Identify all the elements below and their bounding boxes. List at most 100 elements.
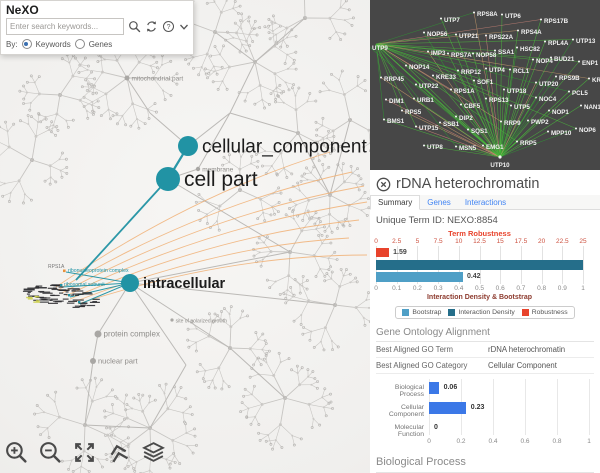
term-label[interactable]: membrane [202,167,233,174]
term-node[interactable] [94,330,102,338]
gene-label[interactable]: MSN5 [459,145,477,152]
gene-node[interactable] [579,104,583,107]
term-node[interactable] [195,166,201,172]
gene-node[interactable] [384,98,388,101]
term-node[interactable] [90,358,96,364]
gene-node[interactable] [484,67,488,70]
gene-interaction-network[interactable]: UTP9 UTP7 RPS8A UTP6 RPS17B NOP56 UTP21 RPS22A R… [370,0,600,170]
gene-node[interactable] [534,96,538,99]
gene-label[interactable]: DIP2 [459,115,473,122]
gene-node[interactable] [466,128,470,131]
gene-label[interactable]: RPS7A [451,52,472,59]
gene-node[interactable] [431,74,435,77]
gene-node[interactable] [446,52,450,55]
zoom-in-button[interactable] [4,440,29,465]
zoom-out-button[interactable] [38,440,63,465]
gene-node[interactable] [484,34,488,37]
gene-label[interactable]: UTP15 [419,125,439,132]
gene-label[interactable]: RPS22A [489,34,514,41]
gene-node[interactable] [571,38,575,41]
gene-label[interactable]: UTP22 [419,83,439,90]
gene-label[interactable]: PWP2 [531,119,549,126]
gene-node[interactable] [484,97,488,100]
search-icon[interactable] [128,20,141,33]
gene-label[interactable]: RCL1 [513,68,530,75]
term-label[interactable]: mitochondrial part [132,76,184,83]
gene-label[interactable]: NOP6 [579,127,596,134]
gene-label[interactable]: UTP8 [427,144,443,151]
gene-label[interactable]: IMP3 [431,50,446,57]
gene-label[interactable]: UTP21 [459,33,479,40]
gene-label[interactable]: CBF5 [464,103,481,110]
gene-label[interactable]: UTP10 [490,162,510,169]
gene-label[interactable]: SOF1 [477,79,494,86]
gene-label[interactable]: NOP4 [536,58,553,65]
gene-label[interactable]: RPS5 [405,109,422,116]
gene-label[interactable]: KRR1 [592,77,600,84]
gene-node[interactable] [546,130,550,133]
gene-node[interactable] [509,104,513,107]
gene-label[interactable]: NOP56 [427,31,448,38]
gene-node[interactable] [404,64,408,67]
gene-label[interactable]: RRP45 [384,76,405,83]
gene-label[interactable]: NOP14 [409,64,430,71]
gene-node[interactable] [516,29,520,32]
term-label[interactable]: nuclear part [98,357,139,366]
gene-node[interactable] [498,155,502,159]
gene-node[interactable] [439,17,443,20]
gene-node[interactable] [400,109,404,112]
gene-node[interactable] [554,75,558,78]
gene-node[interactable] [454,145,458,148]
collapse-button[interactable] [106,440,131,465]
gene-label[interactable]: RPS9B [559,75,580,82]
gene-label[interactable]: PCL5 [572,90,588,97]
gene-label[interactable]: NOP1 [552,109,569,116]
gene-node[interactable] [412,97,416,100]
gene-label[interactable]: UTP9 [372,45,388,52]
gene-node[interactable] [472,11,476,14]
gene-node[interactable] [567,90,571,93]
fit-to-screen-button[interactable] [72,440,97,465]
gene-label[interactable]: RPS4A [521,29,542,36]
gene-label[interactable]: RPS8A [477,11,498,18]
gene-label[interactable]: RRP12 [461,69,482,76]
tab-interactions[interactable]: Interactions [464,198,507,207]
term-node[interactable] [170,318,174,322]
term-node[interactable] [124,75,130,81]
gene-label[interactable]: BUD21 [554,56,575,63]
gene-label[interactable]: UTP18 [507,88,527,95]
gene-node[interactable] [508,68,512,71]
help-icon[interactable]: ? [162,20,175,33]
gene-label[interactable]: UTP7 [444,17,460,24]
gene-node[interactable] [531,58,535,61]
gene-label[interactable]: UTP6 [505,13,521,20]
gene-node[interactable] [493,49,497,52]
gene-label[interactable]: EMG1 [486,144,504,151]
gene-label[interactable]: RPS13 [489,97,509,104]
term-node-selected[interactable] [121,274,139,292]
gene-label[interactable]: UTP13 [576,38,596,45]
term-label-major[interactable]: cell part [184,168,258,191]
term-label-major[interactable]: intracellular [143,276,226,292]
gene-node[interactable] [547,109,551,112]
gene-label[interactable]: UTP5 [514,104,530,111]
gene-node[interactable] [472,79,476,82]
tab-genes[interactable]: Genes [427,198,451,207]
gene-label[interactable]: RPS17B [544,18,569,25]
gene-node[interactable] [438,121,442,124]
gene-node[interactable] [577,60,581,63]
radio-keywords[interactable] [21,39,32,49]
gene-label[interactable]: NOP58 [476,52,497,59]
gene-node[interactable] [414,125,418,128]
gene-node[interactable] [499,120,503,123]
gene-node[interactable] [549,56,553,59]
gene-label[interactable]: RPL4A [548,40,569,47]
gene-label[interactable]: BMS1 [387,118,405,125]
gene-node[interactable] [379,76,383,79]
gene-node[interactable] [515,140,519,143]
gene-label[interactable]: MPP10 [551,130,572,137]
term-node-selected[interactable] [178,136,198,156]
search-input[interactable] [6,18,124,35]
layers-button[interactable] [140,440,167,465]
radio-genes[interactable] [74,39,85,49]
